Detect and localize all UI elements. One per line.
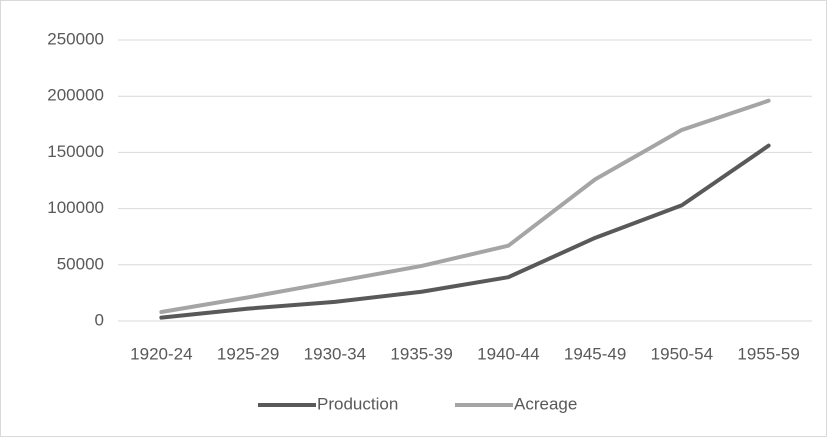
x-tick-label: 1945-49 bbox=[564, 344, 626, 363]
x-tick-label: 1920-24 bbox=[130, 344, 192, 363]
y-tick-label: 250000 bbox=[47, 29, 104, 48]
y-tick-label: 100000 bbox=[47, 198, 104, 217]
y-tick-label: 0 bbox=[95, 310, 104, 329]
x-tick-label: 1950-54 bbox=[651, 344, 713, 363]
x-tick-label: 1940-44 bbox=[477, 344, 539, 363]
x-tick-label: 1955-59 bbox=[737, 344, 799, 363]
x-tick-label: 1925-29 bbox=[217, 344, 279, 363]
y-tick-label: 150000 bbox=[47, 142, 104, 161]
series-line bbox=[159, 143, 771, 320]
x-tick-label: 1930-34 bbox=[304, 344, 366, 363]
legend-label: Acreage bbox=[514, 394, 577, 413]
x-tick-label: 1935-39 bbox=[390, 344, 452, 363]
y-tick-label: 200000 bbox=[47, 86, 104, 105]
y-tick-label: 50000 bbox=[57, 254, 104, 273]
series-line bbox=[159, 98, 771, 315]
legend-label: Production bbox=[317, 394, 398, 413]
